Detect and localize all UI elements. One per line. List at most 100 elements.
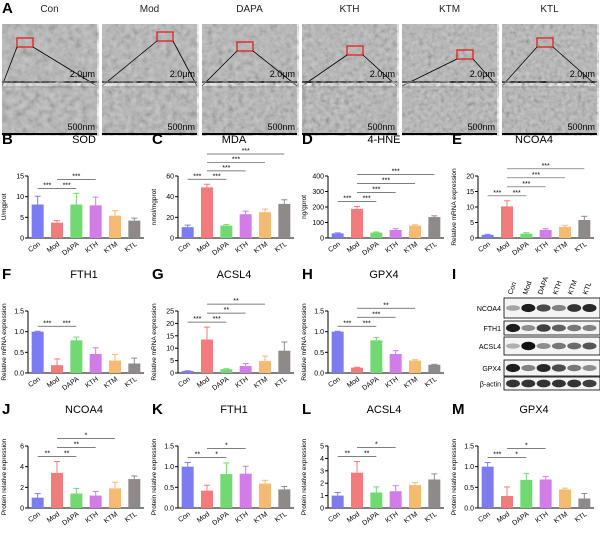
x-tick-label: Mod — [496, 511, 511, 525]
chart-title: FTH1 — [70, 269, 98, 281]
x-tick-label: KTM — [403, 376, 419, 390]
significance-label: *** — [343, 196, 351, 203]
significance-label: *** — [493, 190, 501, 197]
y-tick-label: 1.5 — [14, 309, 24, 316]
bar-con — [31, 204, 44, 238]
lane-label: KTH — [552, 280, 563, 296]
significance-label: * — [215, 452, 218, 459]
bar-con — [181, 227, 194, 238]
y-axis-label: Protein relative expression — [151, 438, 158, 515]
lane-label: DAPA — [537, 276, 550, 296]
panel-letter-a: A — [2, 0, 13, 17]
bar-chart-f: F FTH1 Relative mRNA expression 0.0 0.5 1.0 1.… — [1, 266, 144, 393]
blot-band — [536, 304, 551, 312]
tem-zoom-image — [2, 86, 97, 134]
x-tick-label: KTM — [103, 241, 119, 255]
bar-mod — [501, 496, 513, 508]
x-tick-label: KTM — [103, 511, 119, 525]
blot-band — [506, 305, 520, 311]
blot-band — [536, 364, 551, 372]
y-tick-label: 5 — [470, 220, 474, 227]
significance-label: *** — [43, 182, 51, 189]
bar-con — [181, 466, 194, 508]
western-blot: I Con Mod DAPA KTH KTM KTL NCOA4 FTH1 ACSL4 GPX4 β-… — [452, 266, 600, 391]
bar-kth — [389, 353, 402, 373]
panel-letter: E — [452, 131, 462, 148]
bar-con — [331, 331, 344, 373]
x-tick-label: KTL — [124, 511, 139, 524]
bar-ktm — [559, 226, 571, 238]
blot-band — [582, 379, 597, 388]
blot-band — [567, 342, 582, 350]
zoom-region-box — [346, 45, 364, 56]
x-tick-label: Con — [27, 511, 42, 524]
significance-label: *** — [542, 163, 550, 170]
bar-chart-j: J NCOA4 Protein relative expression 0 2 4 6 Con… — [1, 401, 144, 527]
blot-row-label: GPX4 — [482, 366, 501, 373]
significance-label: *** — [532, 172, 540, 179]
bar-mod — [201, 490, 213, 508]
x-tick-label: KTH — [234, 511, 249, 525]
significance-label: *** — [493, 452, 501, 459]
x-tick-label: DAPA — [61, 376, 80, 393]
blot-band — [582, 304, 597, 312]
bar-ktl — [128, 479, 141, 508]
y-axis-label: Protein relative expression — [451, 438, 458, 515]
tem-zoom-image — [102, 86, 197, 134]
significance-label: *** — [43, 320, 51, 327]
y-tick-label: 15 — [466, 189, 474, 196]
zoom-region-box — [16, 37, 34, 48]
x-tick-label: KTH — [84, 511, 99, 525]
x-tick-label: Con — [477, 241, 492, 254]
x-tick-label: Con — [27, 241, 42, 254]
blot-band — [521, 341, 536, 351]
scale-bar-label: 2.0μm — [370, 69, 395, 79]
x-tick-label: KTH — [84, 241, 99, 255]
bar-chart-k: K FTH1 Protein relative expression 0.0 0.5 1.… — [151, 401, 294, 528]
bar-ktl — [428, 364, 441, 373]
significance-label: *** — [242, 148, 250, 155]
chart-title: FTH1 — [220, 404, 248, 416]
bar-mod — [51, 222, 63, 238]
bar-kth — [539, 229, 552, 238]
y-tick-label: 6 — [20, 444, 24, 451]
y-tick-label: 1.0 — [464, 464, 474, 471]
bar-con — [331, 495, 344, 508]
tem-group-label: Mod — [139, 4, 160, 15]
y-tick-label: 0.0 — [14, 371, 24, 378]
scale-bar-label: 500nm — [567, 122, 595, 132]
bar-chart-d: D 4-HNE ng/gprot 0 100 200 300 400 Con Mod DAPA KTH… — [301, 131, 444, 257]
significance-label: ** — [195, 452, 201, 459]
x-tick-label: Mod — [346, 511, 361, 525]
scale-bar-label: 2.0μm — [570, 69, 595, 79]
bar-ktm — [259, 361, 271, 373]
bar-dapa — [220, 225, 233, 238]
significance-label: * — [225, 443, 228, 450]
x-tick-label: Mod — [196, 376, 211, 390]
y-tick-label: 40 — [166, 194, 174, 201]
blot-band — [521, 379, 536, 388]
panel-letter: K — [152, 401, 163, 418]
x-tick-label: Con — [27, 376, 42, 389]
bar-kth — [389, 491, 402, 508]
tem-image-pair: 2.0μm 500nm — [502, 24, 598, 135]
x-tick-label: DAPA — [211, 511, 230, 528]
y-tick-label: 5 — [20, 215, 24, 222]
x-tick-label: KTL — [274, 511, 289, 524]
chart-title: 4-HNE — [367, 134, 400, 146]
significance-label: *** — [193, 173, 201, 180]
chart-title: ACSL4 — [367, 404, 402, 416]
y-axis-label: U/mgprot — [1, 193, 8, 220]
bar-kth — [239, 473, 252, 508]
bar-kth — [89, 495, 102, 508]
scale-bar-label: 2.0μm — [70, 69, 95, 79]
x-tick-label: KTH — [234, 376, 249, 390]
chart-title: NCOA4 — [65, 404, 103, 416]
significance-label: ** — [45, 451, 51, 458]
y-tick-label: 300 — [312, 189, 324, 196]
tem-group-label: Con — [40, 4, 59, 15]
x-tick-label: KTH — [384, 376, 399, 390]
y-tick-label: 0 — [320, 506, 324, 513]
blot-band — [506, 343, 520, 349]
significance-label: ** — [64, 451, 70, 458]
